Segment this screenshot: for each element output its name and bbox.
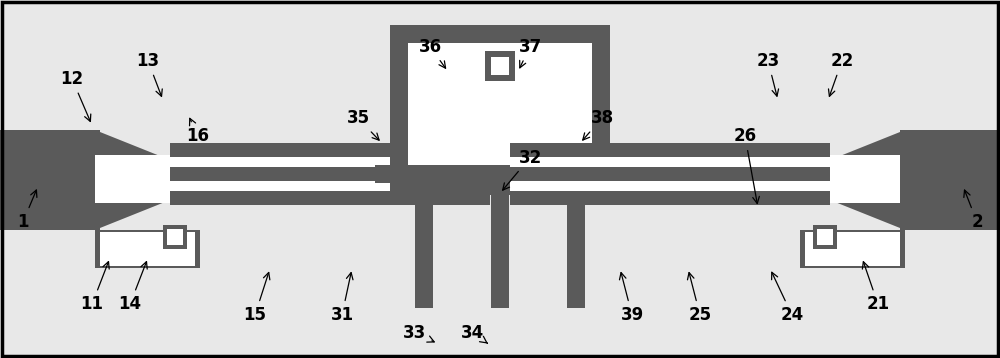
Polygon shape — [95, 130, 170, 230]
Text: 39: 39 — [619, 272, 644, 324]
Text: 35: 35 — [346, 109, 379, 140]
Text: 24: 24 — [772, 272, 804, 324]
Bar — [800, 230, 905, 268]
Text: 33: 33 — [403, 324, 434, 342]
Bar — [592, 25, 610, 195]
Text: 21: 21 — [862, 262, 890, 313]
Bar — [163, 225, 187, 249]
Text: 22: 22 — [828, 52, 854, 96]
Text: 31: 31 — [330, 272, 354, 324]
Text: 12: 12 — [60, 70, 91, 121]
Bar — [170, 191, 490, 205]
Bar — [813, 225, 837, 249]
Bar — [390, 25, 408, 195]
Bar — [100, 232, 195, 266]
Bar — [510, 157, 830, 167]
Bar — [375, 165, 625, 183]
Text: 16: 16 — [186, 118, 210, 145]
Bar — [170, 143, 490, 157]
Bar — [415, 183, 433, 308]
Bar — [510, 191, 830, 205]
Bar — [491, 57, 509, 75]
Bar — [510, 181, 830, 191]
Polygon shape — [830, 130, 905, 230]
Bar — [491, 183, 509, 308]
Bar — [567, 183, 585, 308]
Bar — [0, 130, 100, 230]
Bar — [170, 157, 490, 167]
Text: 38: 38 — [583, 109, 614, 140]
Bar — [408, 43, 592, 177]
Text: 1: 1 — [17, 190, 37, 231]
Text: 11: 11 — [80, 262, 109, 313]
Text: 34: 34 — [461, 324, 487, 343]
Bar — [830, 155, 905, 203]
Text: 13: 13 — [136, 52, 162, 96]
Text: 32: 32 — [503, 149, 542, 190]
Bar — [817, 229, 833, 245]
Bar — [170, 167, 490, 181]
Bar — [485, 51, 515, 81]
Text: 23: 23 — [756, 52, 780, 96]
Bar — [805, 232, 900, 266]
Text: 25: 25 — [687, 272, 712, 324]
Text: 2: 2 — [964, 190, 983, 231]
Bar — [390, 177, 610, 195]
Bar — [510, 167, 830, 181]
Text: 36: 36 — [418, 38, 446, 68]
Text: 26: 26 — [733, 127, 759, 204]
Bar — [170, 181, 490, 191]
Bar — [900, 130, 1000, 230]
Bar — [95, 230, 200, 268]
Bar — [95, 155, 170, 203]
Text: 37: 37 — [518, 38, 542, 68]
Bar — [510, 143, 830, 157]
Bar — [167, 229, 183, 245]
Text: 15: 15 — [244, 272, 270, 324]
Bar — [390, 25, 610, 43]
Text: 14: 14 — [118, 262, 147, 313]
